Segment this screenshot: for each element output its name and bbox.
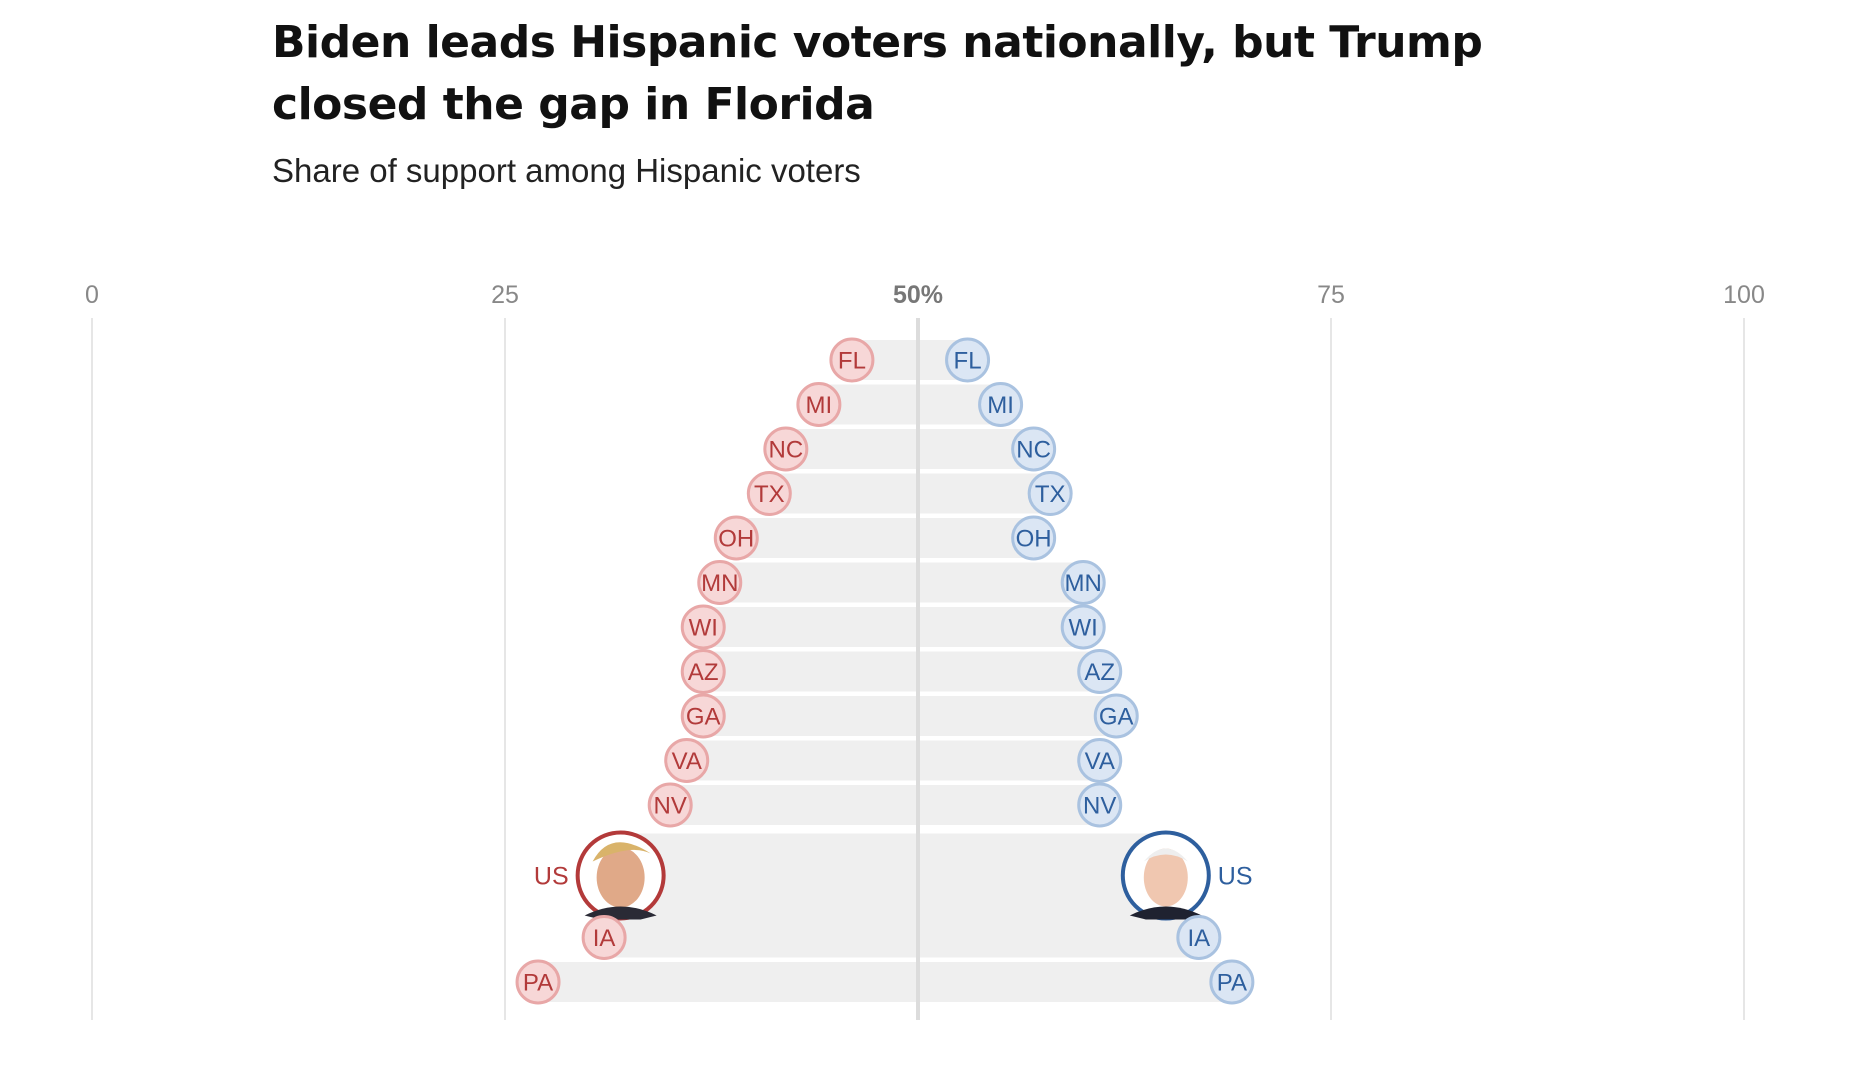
biden-dot-label: OH — [1016, 526, 1052, 553]
biden-hair-icon — [1143, 848, 1188, 862]
biden-dot-pa — [1209, 959, 1255, 1005]
trump-dot-mi — [796, 382, 842, 427]
trump-dot-label: TX — [754, 481, 785, 508]
trump-face-icon — [596, 847, 645, 908]
row-band-wi — [703, 607, 1084, 647]
biden-dot-label: MN — [1065, 570, 1102, 597]
biden-dot-wi — [1060, 604, 1106, 650]
biden-dot-mi — [978, 382, 1024, 427]
biden-dot-label: PA — [1217, 970, 1247, 997]
row-band-az — [703, 651, 1100, 692]
biden-dot-oh — [1011, 515, 1057, 561]
row-band-nv — [670, 785, 1100, 825]
biden-us-label: US — [1218, 863, 1253, 891]
trump-dot-label: AZ — [688, 659, 719, 686]
trump-dot-tx — [746, 471, 792, 516]
row-band-mi — [818, 384, 1001, 425]
biden-dot-nc — [1011, 426, 1057, 472]
x-tick-label: 100 — [1723, 281, 1765, 309]
biden-dot-label: NV — [1083, 793, 1116, 820]
row-band-us — [620, 833, 1166, 918]
trump-dot-label: IA — [593, 925, 616, 952]
chart-title: Biden leads Hispanic voters nationally, … — [272, 17, 1483, 130]
trump-dot-label: FL — [838, 348, 866, 375]
biden-dot-va — [1077, 738, 1123, 783]
trump-dot-ga — [680, 693, 726, 739]
trump-dot-label: OH — [718, 526, 754, 553]
biden-dot-ga — [1093, 693, 1139, 739]
x-tick-label: 0 — [85, 281, 99, 309]
biden-dot-tx — [1027, 471, 1073, 516]
trump-dot-label: GA — [686, 704, 721, 731]
biden-dot-az — [1077, 649, 1123, 694]
x-tick-label: 75 — [1317, 281, 1345, 309]
row-band-nc — [785, 429, 1034, 469]
biden-dot-nv — [1077, 782, 1123, 828]
biden-dot-mn — [1060, 560, 1106, 605]
trump-dot-nv — [647, 782, 693, 828]
trump-hair-icon — [592, 842, 651, 862]
trump-dot-az — [680, 649, 726, 694]
row-band-mn — [719, 562, 1084, 603]
trump-us-label: US — [534, 863, 569, 891]
biden-dot-label: IA — [1187, 925, 1210, 952]
biden-dot-label: MI — [987, 392, 1014, 419]
biden-dot-label: AZ — [1084, 659, 1115, 686]
trump-dot-nc — [763, 426, 809, 472]
trump-dot-label: MN — [701, 570, 738, 597]
biden-avatar — [1120, 830, 1211, 921]
trump-dot-va — [664, 738, 710, 783]
x-tick-label: 25 — [491, 281, 519, 309]
biden-suit-icon — [1129, 906, 1202, 920]
row-band-ga — [703, 696, 1117, 736]
trump-dot-label: PA — [523, 970, 553, 997]
biden-dot-label: NC — [1016, 437, 1051, 464]
row-band-va — [686, 740, 1100, 781]
band-layer — [538, 340, 1232, 1002]
biden-dot-label: TX — [1035, 481, 1066, 508]
trump-dot-fl — [829, 337, 875, 383]
trump-dot-label: WI — [689, 615, 718, 642]
trump-dot-label: NC — [769, 437, 804, 464]
trump-dot-oh — [713, 515, 759, 561]
biden-dot-label: FL — [954, 348, 982, 375]
row-band-tx — [769, 473, 1051, 514]
biden-dot-label: WI — [1069, 615, 1098, 642]
trump-dot-label: NV — [654, 793, 687, 820]
trump-avatar — [575, 830, 666, 921]
biden-dot-fl — [945, 337, 991, 383]
row-band-pa — [538, 962, 1232, 1002]
biden-dot-label: VA — [1085, 748, 1115, 775]
row-band-oh — [736, 518, 1034, 558]
trump-dot-wi — [680, 604, 726, 650]
chart-subtitle: Share of support among Hispanic voters — [272, 152, 861, 189]
trump-dot-mn — [697, 560, 743, 605]
biden-dot-label: GA — [1099, 704, 1134, 731]
trump-dot-ia — [581, 915, 627, 960]
trump-dot-pa — [515, 959, 561, 1005]
trump-dot-label: MI — [806, 392, 833, 419]
biden-dot-ia — [1176, 915, 1222, 960]
trump-dot-label: VA — [672, 748, 702, 775]
grid-layer: 0 25 50% 75 100 — [85, 281, 1765, 1020]
row-band-ia — [604, 917, 1199, 958]
biden-face-icon — [1143, 848, 1188, 907]
x-tick-label: 50% — [893, 281, 943, 309]
